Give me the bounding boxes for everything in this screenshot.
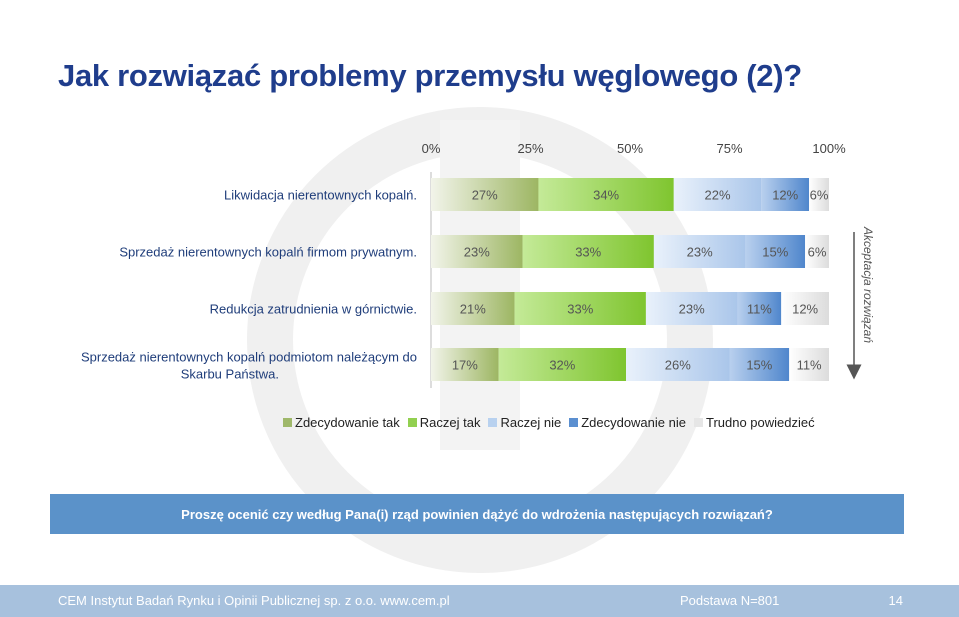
data-label: 15% [762,245,788,260]
legend-item: Trudno powiedzieć [693,414,815,430]
category-label: Likwidacja nierentownych kopalń. [224,188,417,203]
legend-label: Trudno powiedzieć [705,414,815,430]
question-banner: Proszę ocenić czy według Pana(i) rząd po… [50,494,904,534]
category-label: Sprzedaż nierentownych kopalń firmom pry… [119,245,417,260]
data-label: 12% [772,188,798,203]
data-label: 21% [460,302,486,317]
chart-legend: Zdecydowanie tak Raczej tak Raczej nie Zdec… [283,414,819,430]
bar-segment [761,178,810,211]
data-label: 17% [452,358,478,373]
legend-swatch [693,417,703,427]
bar-segment [431,235,523,268]
legend-label: Zdecydowanie nie [581,414,686,430]
footer-company: CEM Instytut Badań Rynku i Opinii Public… [58,593,450,608]
bar-segment [522,235,654,268]
bar-segment [809,178,829,211]
legend-swatch [407,417,417,427]
bar-segment [645,292,738,325]
legend-label: Raczej tak [419,414,481,430]
data-label: 23% [687,245,713,260]
legend-item: Zdecydowanie nie [569,415,686,430]
bar-segment [514,292,646,325]
data-label: 12% [792,302,818,317]
legend-item: Zdecydowanie tak [283,415,400,430]
legend-swatch [488,417,498,427]
legend-item: Raczej tak [407,414,481,430]
x-tick-label: 100% [812,141,846,156]
bar-segment [431,178,539,211]
data-label: 32% [549,358,575,373]
data-label: 27% [472,188,498,203]
footer-bar: CEM Instytut Badań Rynku i Opinii Public… [0,584,959,617]
bar-segment [431,348,499,381]
x-tick-label: 50% [617,141,643,156]
bar-segment [805,235,829,268]
legend-label: Zdecydowanie tak [295,414,400,430]
question-text: Proszę ocenić czy według Pana(i) rząd po… [181,506,773,522]
category-label: Sprzedaż nierentownych kopalń podmiotom … [81,350,417,382]
bar-segment [789,348,829,381]
bar-segment [745,235,806,268]
data-label: 11% [797,358,822,373]
legend-item: Raczej nie [488,415,561,430]
data-label: 11% [747,302,772,317]
data-label: 6% [810,188,829,203]
bar-segment [729,348,790,381]
data-label: 33% [567,302,593,317]
data-label: 33% [575,245,601,260]
legend-label: Raczej nie [500,414,562,430]
x-tick-label: 0% [422,141,441,156]
data-label: 23% [679,302,705,317]
data-label: 26% [665,358,691,373]
bar-segment [626,348,730,381]
x-tick-label: 75% [716,141,742,156]
bar-segment [431,292,515,325]
footer-sample-base: Podstawa N=801 [680,593,780,608]
side-annotation-label: Akceptacja rozwiązań [861,226,875,343]
legend-swatch [283,417,292,427]
data-label: 15% [746,358,772,373]
bar-segment [653,235,746,268]
data-label: 22% [705,188,731,203]
bar-segment [781,292,829,325]
data-label: 34% [593,188,619,203]
bar-segment [538,178,674,211]
legend-swatch [569,417,579,427]
data-label: 6% [808,245,827,260]
data-label: 23% [464,245,490,260]
bar-segment [673,178,762,211]
category-label: Redukcja zatrudnienia w górnictwie. [210,302,417,317]
footer-page-number: 14 [888,593,903,608]
bar-segment [737,292,782,325]
bar-segment [498,348,627,381]
page-title: Jak rozwiązać problemy przemysłu węglowe… [58,58,802,93]
x-tick-label: 25% [517,141,543,156]
